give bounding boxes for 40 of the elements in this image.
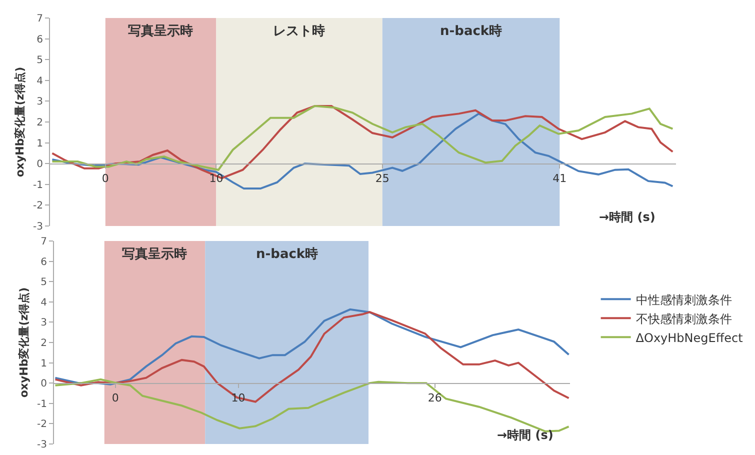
x-tick-label: 0 bbox=[112, 391, 119, 404]
y-tick-label: 1 bbox=[36, 138, 43, 150]
y-tick-label: 4 bbox=[36, 76, 43, 87]
y-tick-label: -2 bbox=[37, 419, 47, 430]
x-axis-title: →時間 (s) bbox=[599, 210, 656, 224]
y-tick-label: 6 bbox=[36, 34, 43, 46]
y-axis-title: oxyHb変化量(z得点) bbox=[18, 287, 31, 398]
y-tick-label: 0 bbox=[40, 378, 47, 390]
y-tick-label: 7 bbox=[40, 236, 47, 248]
y-tick-label: 4 bbox=[40, 297, 47, 308]
legend-label: 中性感情刺激条件 bbox=[636, 292, 732, 307]
x-tick-label: 25 bbox=[375, 172, 390, 185]
y-tick-label: 5 bbox=[40, 277, 47, 288]
y-tick-label: 3 bbox=[36, 96, 43, 108]
y-axis-title: oxyHb変化量(z得点) bbox=[14, 66, 27, 178]
band-label: 写真呈示時 bbox=[122, 247, 187, 262]
y-tick-label: 2 bbox=[40, 338, 47, 349]
x-axis-title: →時間 (s) bbox=[497, 428, 554, 442]
y-tick-label: -3 bbox=[37, 440, 47, 450]
y-tick-label: 7 bbox=[36, 14, 43, 24]
x-tick-label: 41 bbox=[552, 172, 567, 185]
x-tick-label: 26 bbox=[428, 391, 442, 404]
x-tick-label: 0 bbox=[102, 172, 109, 185]
band-label: n-back時 bbox=[440, 24, 502, 39]
y-tick-label: 3 bbox=[40, 318, 47, 329]
band-label: レスト時 bbox=[273, 24, 325, 39]
legend-label: 不快感情刺激条件 bbox=[636, 312, 732, 326]
y-tick-label: 2 bbox=[36, 118, 43, 128]
y-tick-label: 6 bbox=[40, 256, 47, 268]
y-tick-label: -3 bbox=[33, 222, 43, 232]
band-label: 写真呈示時 bbox=[128, 24, 193, 39]
y-tick-label: 1 bbox=[40, 358, 47, 370]
y-tick-label: -1 bbox=[33, 180, 43, 191]
legend-label: ΔOxyHbNegEffect bbox=[636, 330, 744, 345]
band-label: n-back時 bbox=[256, 247, 318, 262]
y-tick-label: 0 bbox=[36, 159, 43, 170]
y-tick-label: -1 bbox=[37, 398, 47, 410]
y-tick-label: -2 bbox=[33, 200, 43, 212]
line-series bbox=[51, 112, 674, 190]
y-tick-label: 5 bbox=[36, 55, 43, 66]
